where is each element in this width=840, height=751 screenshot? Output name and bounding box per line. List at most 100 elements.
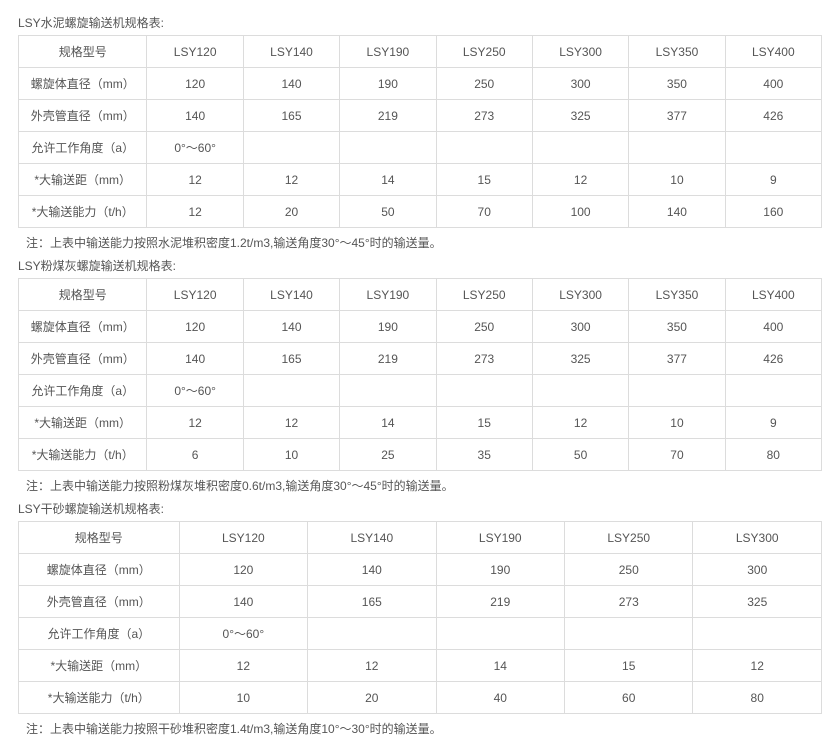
cell: 325 <box>532 343 628 375</box>
cell: 80 <box>725 439 821 471</box>
row-label: 允许工作角度（a） <box>19 132 147 164</box>
cell: 250 <box>436 68 532 100</box>
cell: 80 <box>693 682 822 714</box>
cell: 219 <box>340 100 436 132</box>
column-header: LSY400 <box>725 36 821 68</box>
cell: 40 <box>436 682 564 714</box>
cell <box>308 618 436 650</box>
table-row: 允许工作角度（a）0°～60° <box>19 132 822 164</box>
row-label: *大输送能力（t/h） <box>19 682 180 714</box>
table-row: *大输送距（mm）1212141512 <box>19 650 822 682</box>
cell: 273 <box>436 343 532 375</box>
cell: 10 <box>629 407 725 439</box>
cell <box>532 375 628 407</box>
cell <box>693 618 822 650</box>
column-header: LSY300 <box>532 279 628 311</box>
table-row: 外壳管直径（mm）140165219273325377426 <box>19 100 822 132</box>
cell: 12 <box>308 650 436 682</box>
cell: 300 <box>532 311 628 343</box>
table-note: 注：上表中输送能力按照水泥堆积密度1.2t/m3,输送角度30°～45°时的输送… <box>26 234 822 251</box>
cell: 250 <box>565 554 693 586</box>
cell: 140 <box>147 100 243 132</box>
cell: 9 <box>725 407 821 439</box>
column-header: LSY190 <box>340 279 436 311</box>
column-header: LSY140 <box>243 279 339 311</box>
spec-table: 规格型号LSY120LSY140LSY190LSY250LSY300螺旋体直径（… <box>18 521 822 714</box>
table-row: 螺旋体直径（mm）120140190250300350400 <box>19 311 822 343</box>
cell: 10 <box>629 164 725 196</box>
cell: 250 <box>436 311 532 343</box>
cell <box>629 132 725 164</box>
column-header: LSY350 <box>629 279 725 311</box>
table-row: *大输送能力（t/h）6102535507080 <box>19 439 822 471</box>
cell: 426 <box>725 100 821 132</box>
cell: 15 <box>436 407 532 439</box>
cell: 12 <box>693 650 822 682</box>
table-row: *大输送距（mm）1212141512109 <box>19 164 822 196</box>
cell: 0°～60° <box>147 375 243 407</box>
cell: 120 <box>147 68 243 100</box>
row-label: 螺旋体直径（mm） <box>19 554 180 586</box>
column-header: LSY250 <box>436 36 532 68</box>
cell: 50 <box>340 196 436 228</box>
spec-table: 规格型号LSY120LSY140LSY190LSY250LSY300LSY350… <box>18 278 822 471</box>
cell: 12 <box>147 196 243 228</box>
header-label: 规格型号 <box>19 522 180 554</box>
cell: 12 <box>243 407 339 439</box>
row-label: *大输送距（mm） <box>19 164 147 196</box>
table-row: 允许工作角度（a）0°～60° <box>19 618 822 650</box>
cell: 426 <box>725 343 821 375</box>
column-header: LSY120 <box>147 279 243 311</box>
cell: 12 <box>532 407 628 439</box>
row-label: 允许工作角度（a） <box>19 618 180 650</box>
cell <box>436 375 532 407</box>
cell: 165 <box>308 586 436 618</box>
header-label: 规格型号 <box>19 36 147 68</box>
table-row: *大输送距（mm）1212141512109 <box>19 407 822 439</box>
row-label: *大输送能力（t/h） <box>19 439 147 471</box>
cell: 165 <box>243 343 339 375</box>
cell: 140 <box>629 196 725 228</box>
column-header: LSY350 <box>629 36 725 68</box>
cell <box>725 375 821 407</box>
cell: 120 <box>147 311 243 343</box>
table-row: 外壳管直径（mm）140165219273325377426 <box>19 343 822 375</box>
cell: 0°～60° <box>147 132 243 164</box>
table-title: LSY干砂螺旋输送机规格表: <box>18 500 822 517</box>
table-row: 允许工作角度（a）0°～60° <box>19 375 822 407</box>
cell: 9 <box>725 164 821 196</box>
column-header: LSY300 <box>532 36 628 68</box>
cell <box>436 618 564 650</box>
cell: 14 <box>340 407 436 439</box>
table-row: 外壳管直径（mm）140165219273325 <box>19 586 822 618</box>
cell: 140 <box>243 311 339 343</box>
column-header: LSY190 <box>436 522 564 554</box>
row-label: *大输送能力（t/h） <box>19 196 147 228</box>
spec-table: 规格型号LSY120LSY140LSY190LSY250LSY300LSY350… <box>18 35 822 228</box>
cell: 60 <box>565 682 693 714</box>
cell: 20 <box>243 196 339 228</box>
cell: 12 <box>147 164 243 196</box>
cell: 12 <box>243 164 339 196</box>
column-header: LSY300 <box>693 522 822 554</box>
column-header: LSY190 <box>340 36 436 68</box>
cell: 70 <box>436 196 532 228</box>
cell: 219 <box>436 586 564 618</box>
cell <box>565 618 693 650</box>
table-title: LSY粉煤灰螺旋输送机规格表: <box>18 257 822 274</box>
table-row: *大输送能力（t/h）12205070100140160 <box>19 196 822 228</box>
cell: 165 <box>243 100 339 132</box>
column-header: LSY120 <box>179 522 307 554</box>
column-header: LSY120 <box>147 36 243 68</box>
cell: 190 <box>340 311 436 343</box>
cell: 300 <box>532 68 628 100</box>
cell: 6 <box>147 439 243 471</box>
cell <box>243 132 339 164</box>
cell: 400 <box>725 68 821 100</box>
cell: 12 <box>532 164 628 196</box>
column-header: LSY250 <box>436 279 532 311</box>
cell <box>243 375 339 407</box>
cell: 100 <box>532 196 628 228</box>
cell: 325 <box>693 586 822 618</box>
cell: 140 <box>243 68 339 100</box>
